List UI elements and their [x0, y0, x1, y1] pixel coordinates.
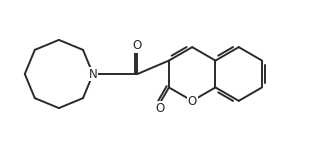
- Text: O: O: [155, 102, 164, 115]
- Text: N: N: [89, 67, 97, 81]
- Text: O: O: [188, 95, 197, 108]
- Text: O: O: [133, 39, 142, 52]
